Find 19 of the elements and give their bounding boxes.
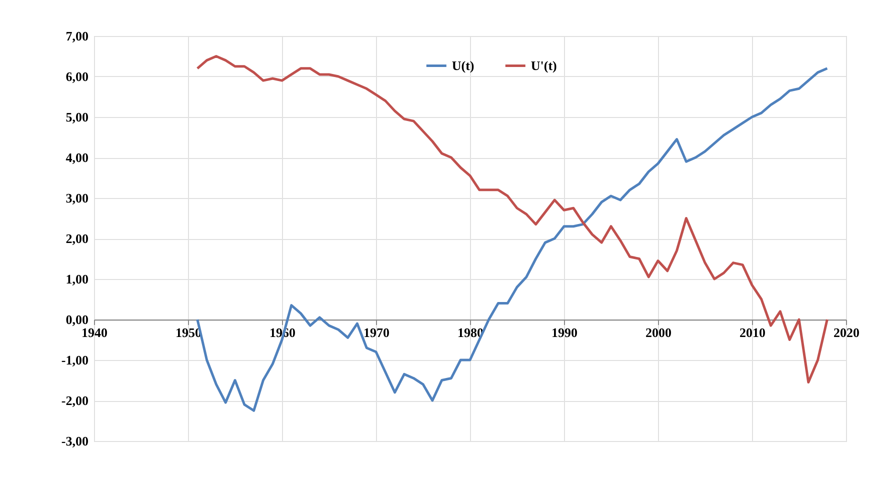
y-tick-label: -2,00	[61, 393, 88, 408]
x-tick-label: 2000	[646, 325, 672, 340]
y-tick-label: 2,00	[66, 231, 88, 246]
y-tick-label: 6,00	[66, 69, 88, 84]
y-tick-label: 0,00	[66, 312, 88, 327]
y-tick-label: 5,00	[66, 110, 88, 124]
y-tick-label: -3,00	[61, 434, 88, 448]
x-tick-label: 1970	[364, 325, 390, 340]
x-tick-label: 2020	[834, 325, 860, 340]
y-tick-label: 4,00	[66, 150, 88, 165]
legend-label: U(t)	[452, 58, 474, 73]
y-tick-label: 3,00	[66, 190, 88, 206]
x-tick-label: 1990	[552, 325, 578, 340]
y-tick-label: 1,00	[66, 272, 88, 286]
y-tick-label: -1,00	[61, 352, 88, 368]
x-tick-label: 1940	[82, 325, 108, 340]
legend-label: U'(t)	[530, 58, 557, 73]
x-tick-label: 2010	[740, 325, 766, 340]
y-tick-label: 7,00	[66, 28, 88, 44]
